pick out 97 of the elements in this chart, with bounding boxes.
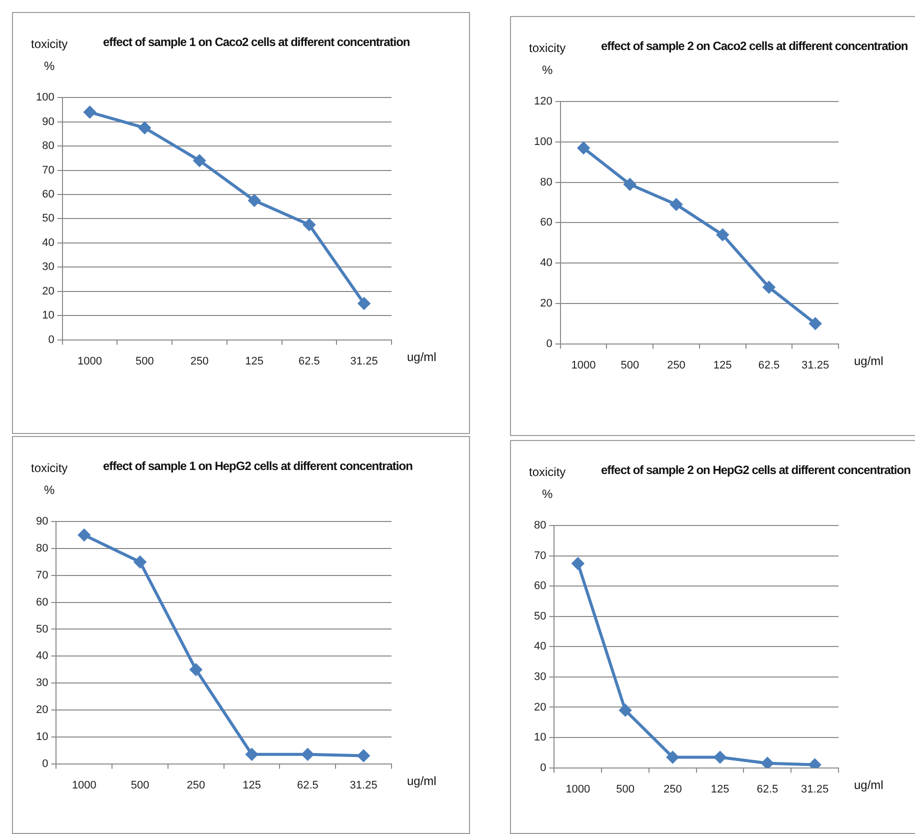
y-tick-label: 40 (540, 257, 552, 270)
chart-title: effect of sample 2 on HepG2 cells at different concentration (601, 463, 910, 477)
point (714, 751, 726, 764)
y-tick-label: 60 (36, 596, 48, 608)
x-tick-label: 250 (664, 783, 682, 796)
x-axis-title: ug/ml (854, 778, 884, 792)
x-axis-title: ug/ml (854, 354, 884, 368)
y-tick-label: 30 (534, 671, 546, 684)
y-tick-label: 80 (540, 176, 552, 188)
x-tick-label: 125 (242, 779, 261, 792)
x-tick-label: 62.5 (298, 355, 320, 368)
y-tick-label: 20 (534, 701, 546, 714)
point (572, 557, 584, 570)
point (809, 318, 822, 330)
x-tick-label: 500 (620, 359, 640, 372)
x-tick-label: 31.25 (350, 355, 378, 368)
y-tick-label: 10 (534, 732, 546, 744)
y-tick-label: 80 (42, 140, 54, 152)
chart-title: effect of sample 2 on Caco2 cells at different concentration (601, 39, 908, 53)
y-axis-title: toxicity % (529, 464, 566, 503)
point (670, 198, 682, 211)
x-tick-label: 1000 (72, 779, 96, 792)
y-tick-label: 120 (534, 96, 552, 108)
x-tick-label: 62.5 (296, 779, 318, 792)
point (358, 297, 370, 310)
y-tick-label: 40 (42, 236, 54, 249)
point (194, 154, 206, 167)
y-tick-label: 50 (534, 610, 546, 622)
y-tick-label: 10 (42, 310, 54, 322)
point (78, 529, 90, 542)
point (716, 228, 729, 241)
point (624, 178, 636, 190)
x-tick-label: 125 (245, 355, 264, 368)
y-tick-label: 10 (36, 730, 48, 743)
chart-title: effect of sample 1 on HepG2 cells at different concentration (103, 459, 412, 473)
y-tick-label: 100 (36, 92, 54, 104)
y-tick-label: 90 (42, 116, 54, 128)
y-tick-label: 90 (36, 516, 48, 528)
x-tick-label: 1000 (571, 359, 596, 372)
x-tick-label: 125 (710, 783, 730, 796)
y-tick-label: 20 (42, 285, 54, 298)
y-tick-label: 0 (42, 758, 48, 770)
y-tick-label: 50 (36, 623, 48, 636)
x-tick-label: 31.25 (801, 783, 829, 796)
point (303, 218, 316, 231)
x-tick-label: 62.5 (758, 359, 780, 372)
y-tick-label: 60 (534, 580, 546, 592)
x-axis-title: ug/ml (407, 350, 436, 364)
y-axis-title: toxicity % (31, 36, 68, 75)
point (666, 751, 679, 764)
point (248, 194, 260, 207)
x-tick-label: 62.5 (756, 783, 778, 796)
point (302, 748, 314, 760)
point (808, 758, 821, 768)
y-tick-label: 20 (540, 297, 552, 310)
point (762, 281, 775, 294)
y-tick-label: 70 (36, 569, 48, 582)
y-tick-label: 0 (540, 762, 546, 774)
point (246, 748, 258, 760)
y-tick-label: 0 (48, 334, 54, 346)
point (619, 704, 632, 716)
x-tick-label: 500 (135, 355, 154, 368)
x-tick-label: 1000 (78, 355, 102, 368)
point (578, 142, 590, 154)
x-tick-label: 1000 (566, 783, 590, 796)
x-tick-label: 250 (667, 359, 686, 372)
y-tick-label: 80 (534, 520, 546, 532)
point (761, 757, 774, 768)
y-axis-title: toxicity % (31, 460, 68, 499)
x-tick-label: 31.25 (802, 359, 830, 372)
x-tick-label: 31.25 (350, 779, 378, 792)
y-tick-label: 70 (534, 550, 546, 562)
x-tick-label: 500 (616, 783, 634, 796)
point (138, 122, 151, 134)
y-tick-label: 20 (36, 704, 48, 716)
y-tick-label: 0 (546, 338, 552, 350)
x-tick-label: 250 (186, 779, 206, 792)
y-tick-label: 40 (36, 650, 48, 662)
y-tick-label: 30 (42, 261, 54, 274)
point (190, 664, 202, 676)
chart-title: effect of sample 1 on Caco2 cells at different concentration (103, 35, 410, 49)
y-tick-label: 60 (42, 188, 54, 201)
y-tick-label: 60 (540, 216, 552, 229)
y-tick-label: 100 (534, 136, 552, 148)
y-tick-label: 80 (36, 542, 48, 555)
y-tick-label: 50 (42, 212, 54, 225)
point (84, 106, 96, 118)
point (134, 556, 146, 568)
x-tick-label: 500 (130, 779, 150, 792)
x-axis-title: ug/ml (407, 774, 436, 788)
y-axis-title: toxicity % (529, 40, 566, 79)
y-tick-label: 70 (42, 164, 54, 176)
y-tick-label: 30 (36, 677, 48, 690)
y-tick-label: 40 (534, 640, 546, 653)
point (358, 750, 370, 762)
x-tick-label: 125 (713, 359, 732, 372)
x-tick-label: 250 (190, 355, 209, 368)
